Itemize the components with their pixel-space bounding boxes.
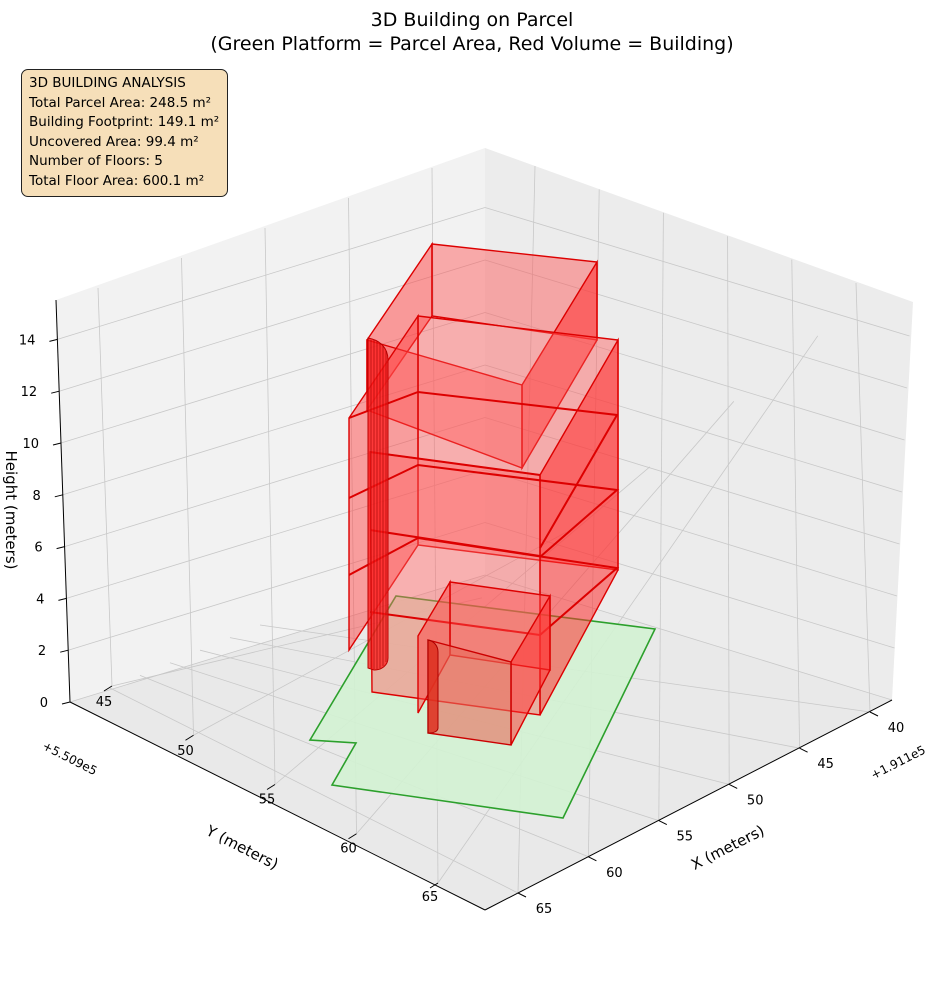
y-grid-line [97,287,113,687]
y-tick-label: 45 [96,695,113,710]
y-tick-label: 55 [259,793,276,808]
y-axis-label: Y (meters) [202,821,281,873]
z-tick-label: 12 [21,385,38,400]
x-tick-mark [517,892,527,898]
x-grid-line [855,282,871,713]
x-grid-line [109,687,519,894]
axis-lines [55,299,893,911]
z-axis-line [55,299,71,703]
info-line-uncovered: Uncovered Area: 99.4 m² [29,133,199,150]
z-grid-line [64,417,486,547]
x-axis-ticks: 40 45 50 55 60 65 [517,711,905,917]
floor-slab-edge [369,451,541,476]
z-tick-mark [60,649,69,653]
z-grid-line [57,207,486,340]
floor-slab-edge [369,611,541,636]
x-tick-label: 50 [747,793,764,808]
chart-subtitle: (Green Platform = Parcel Area, Red Volum… [210,33,733,55]
x-axis-label: X (meters) [688,821,767,873]
x-grid-line [727,236,730,785]
small-curved-column [427,639,439,734]
z-tick-label: 4 [36,592,44,607]
z-grid-line [484,259,908,389]
z-tick-label: 0 [40,696,48,711]
y-grid-line [181,257,194,736]
building-volume [348,241,620,746]
y-tick-mark [103,685,113,692]
z-grid-line [69,574,486,703]
x-tick-label: 40 [888,721,905,736]
z-tick-mark [61,701,71,705]
y-grid-line [264,227,276,785]
z-tick-label: 10 [22,437,39,452]
z-grid-line [66,469,486,599]
x-grid-line [791,259,800,749]
y-tick-mark [429,882,439,889]
x-grid-line [658,212,664,821]
z-tick-label: 14 [19,333,36,348]
z-axis-ticks: 0 2 4 6 8 10 12 14 [19,333,71,711]
y-tick-label: 60 [340,841,357,856]
x-axis-line [484,699,893,911]
x-tick-mark [588,856,597,862]
z-tick-mark [56,546,65,550]
z-grid-line [484,207,910,337]
y-tick-label: 50 [177,744,194,759]
info-box-header: 3D BUILDING ANALYSIS [29,75,186,91]
z-tick-mark [49,338,58,342]
x-tick-mark [799,747,808,753]
x-tick-label: 60 [606,866,623,881]
z-tick-label: 6 [34,541,42,556]
z-tick-mark [58,597,67,601]
z-tick-mark [54,494,63,498]
y-axis-line [69,701,486,911]
y-tick-label: 65 [422,890,439,905]
analysis-info-box: 3D BUILDING ANALYSIS Total Parcel Area: … [21,69,228,197]
y-axis-ticks: 45 50 55 60 65 [96,685,439,905]
info-line-floor-area: Total Floor Area: 600.1 m² [29,172,205,189]
info-line-floors: Number of Floors: 5 [29,153,163,169]
curved-column-hatching [370,340,387,669]
y-tick-mark [185,734,194,741]
x-tick-label: 45 [817,757,834,772]
z-tick-mark [52,442,62,446]
z-grid-line [484,417,900,545]
y-tick-mark [348,833,357,840]
y-offset-label: +5.509e5 [40,739,99,778]
z-tick-label: 8 [33,489,41,504]
info-line-parcel-area: Total Parcel Area: 248.5 m² [29,94,212,111]
z-grid-line [62,364,486,496]
building-face [366,339,523,470]
x-tick-mark [658,820,668,826]
floor-slab-edge [369,529,541,557]
x-tick-label: 65 [536,902,553,917]
chart-title: 3D Building on Parcel [371,9,574,31]
z-axis-label: Height (meters) [2,451,20,570]
y-tick-mark [266,784,276,790]
x-tick-mark [728,783,738,789]
x-offset-label: +1.911e5 [869,743,928,782]
info-line-footprint: Building Footprint: 149.1 m² [29,114,220,130]
x-tick-label: 55 [677,830,694,845]
z-grid-line [68,522,486,651]
z-tick-label: 2 [38,644,46,659]
z-tick-mark [51,390,60,394]
x-tick-mark [869,711,879,717]
